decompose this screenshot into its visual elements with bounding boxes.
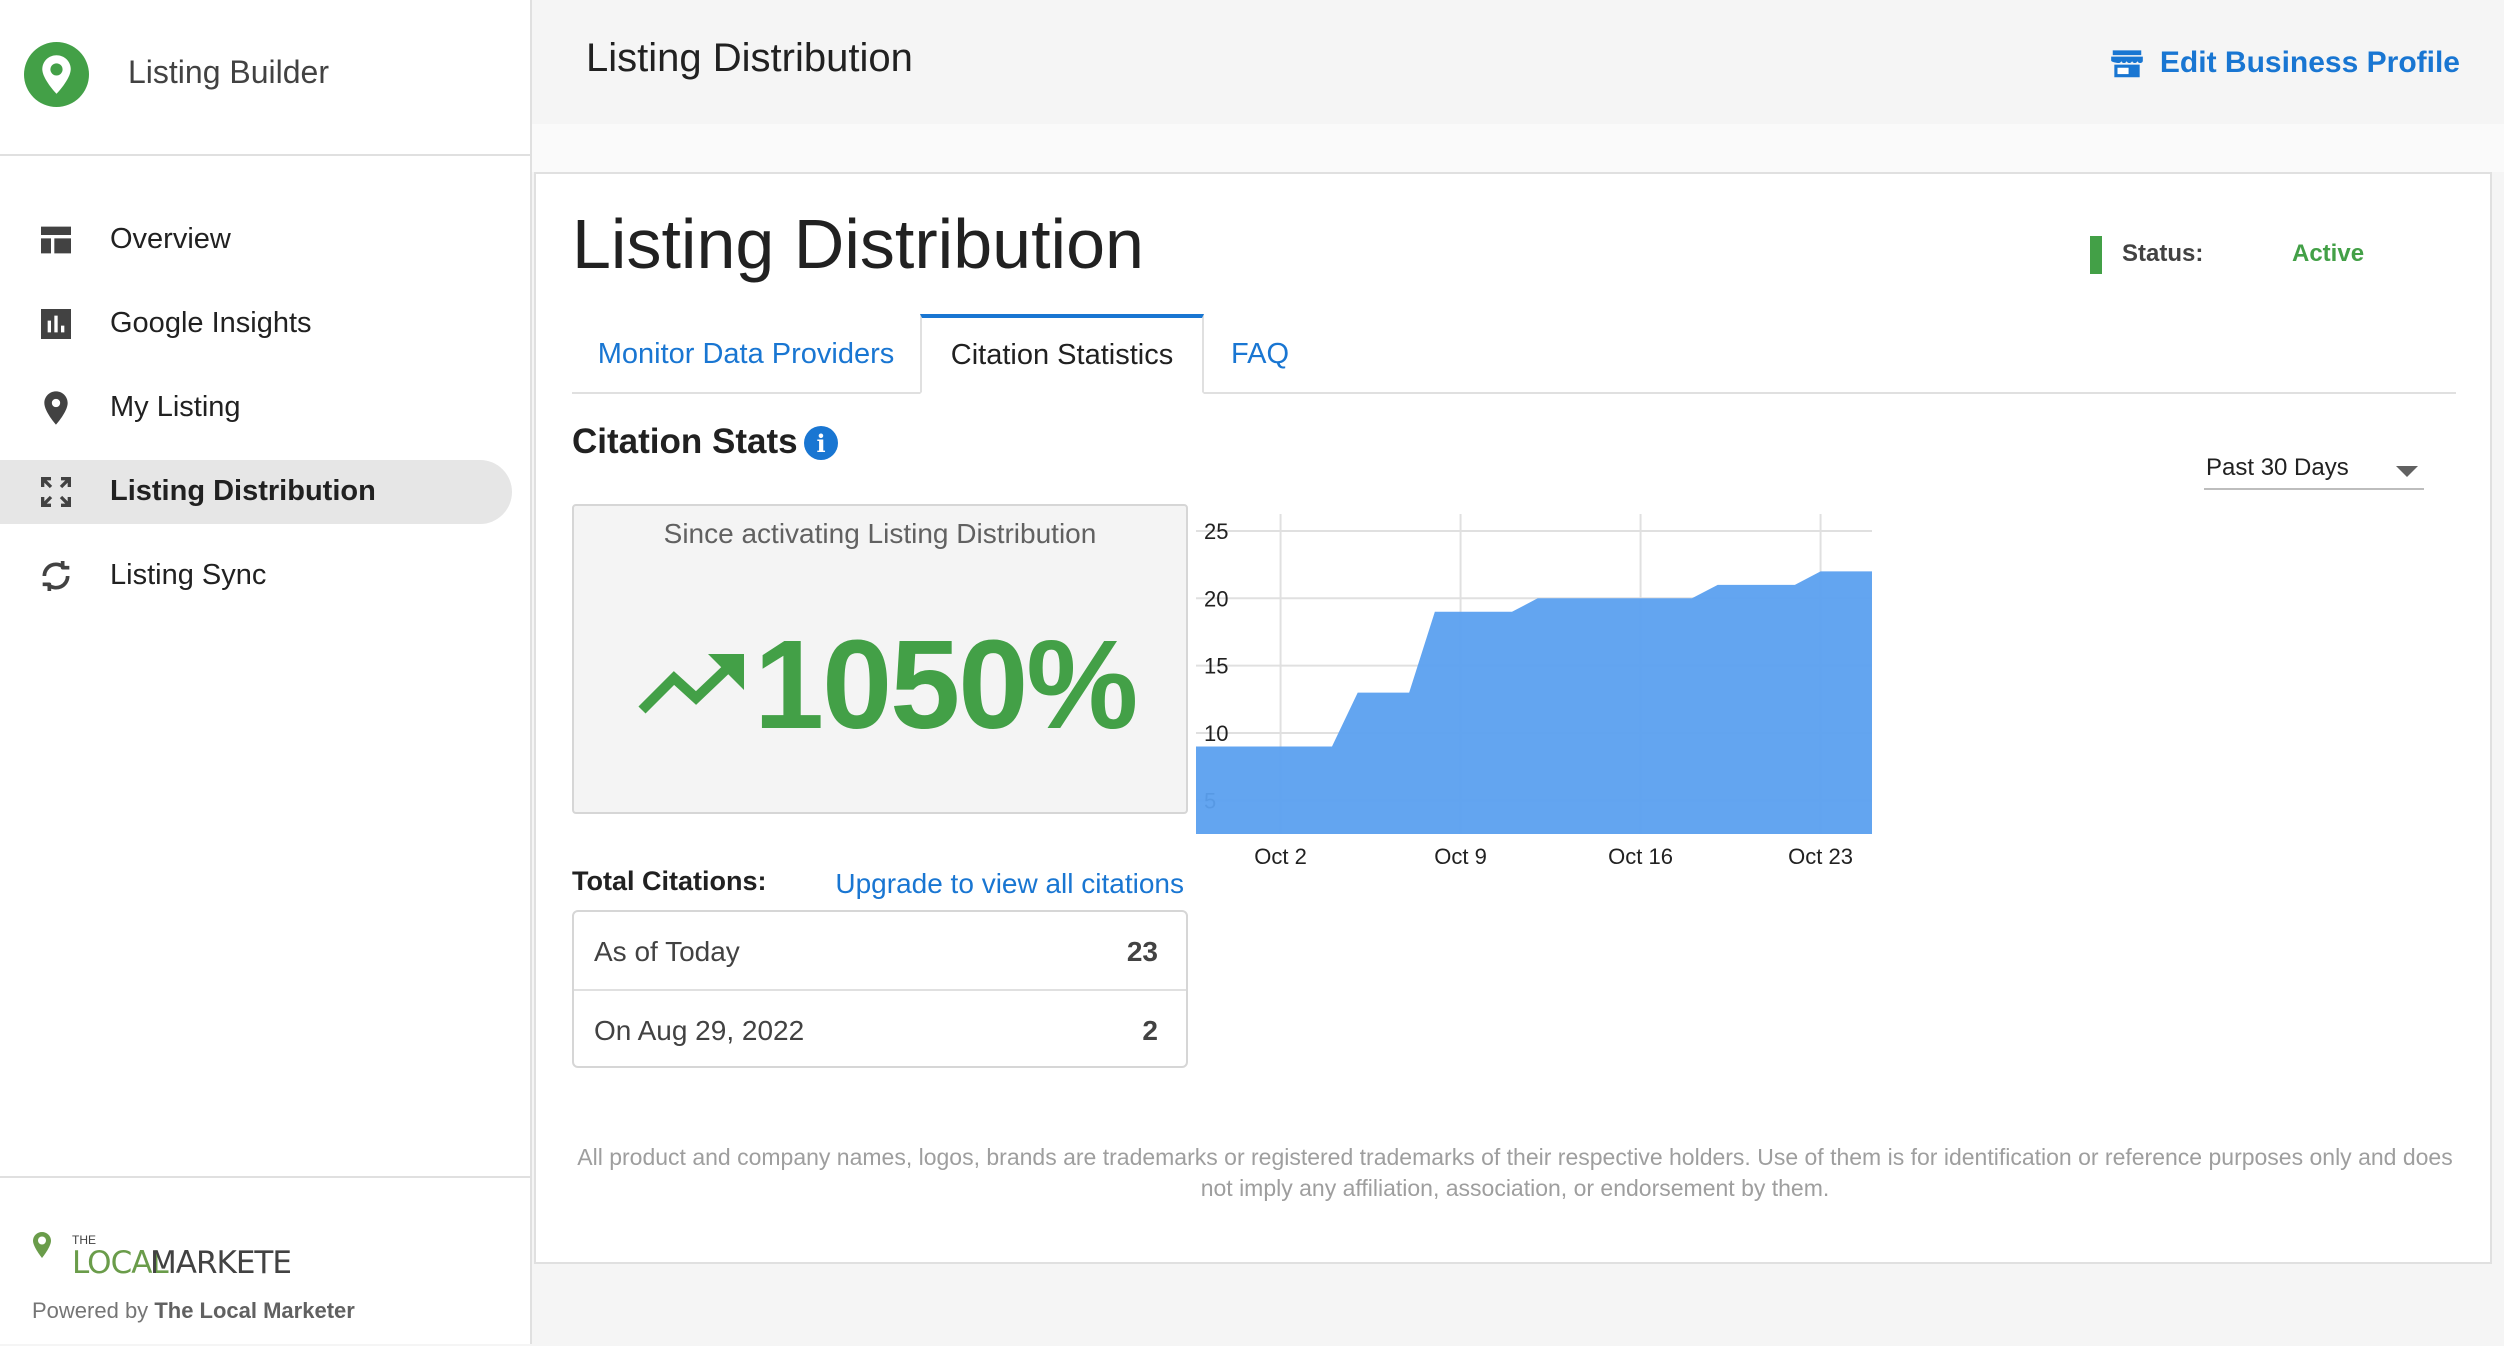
status-label: Status:: [2122, 240, 2203, 268]
local-marketer-logo: THE LOCAL MARKETER: [32, 1228, 292, 1280]
sidebar-item-listing-sync[interactable]: Listing Sync: [0, 544, 512, 608]
chart-x-tick-label: Oct 16: [1608, 844, 1673, 869]
trademark-disclaimer: All product and company names, logos, br…: [572, 1142, 2458, 1204]
dashboard-icon: [36, 220, 76, 260]
app-title: Listing Builder: [128, 54, 329, 91]
citation-stats-heading: Citation Stats: [572, 422, 798, 462]
date-range-select[interactable]: Past 30 Days: [2204, 450, 2424, 490]
powered-by-prefix: Powered by: [32, 1298, 148, 1323]
sidebar-item-label: Listing Distribution: [110, 475, 376, 508]
growth-caption: Since activating Listing Distribution: [574, 518, 1186, 550]
citations-table: As of Today 23 On Aug 29, 2022 2: [572, 910, 1188, 1068]
svg-text:MARKETER: MARKETER: [150, 1245, 292, 1280]
sidebar-item-my-listing[interactable]: My Listing: [0, 376, 512, 440]
sidebar-item-google-insights[interactable]: Google Insights: [0, 292, 512, 356]
card-title: Listing Distribution: [572, 204, 1144, 284]
row-label: As of Today: [594, 936, 740, 968]
location-pin-icon: [36, 388, 76, 428]
powered-by-brand: The Local Marketer: [154, 1298, 355, 1323]
edit-business-profile-link[interactable]: Edit Business Profile: [2108, 40, 2460, 86]
chart-y-tick-label: 10: [1204, 721, 1228, 746]
sidebar-item-label: Listing Sync: [110, 559, 266, 592]
info-icon[interactable]: i: [804, 426, 838, 460]
chart-x-tick-label: Oct 9: [1434, 844, 1487, 869]
tab-citation-statistics[interactable]: Citation Statistics: [920, 314, 1204, 394]
chart-area-series: [1196, 571, 1872, 834]
row-value: 2: [1142, 1015, 1158, 1047]
powered-by-text: Powered by The Local Marketer: [32, 1298, 355, 1324]
storefront-icon: [2108, 44, 2146, 82]
chart-x-tick-label: Oct 2: [1254, 844, 1307, 869]
growth-percentage: 1050%: [754, 612, 1136, 757]
sidebar-item-label: Overview: [110, 223, 231, 256]
page-title: Listing Distribution: [586, 36, 913, 81]
bar-chart-icon: [36, 304, 76, 344]
tab-monitor-data-providers[interactable]: Monitor Data Providers: [572, 314, 920, 392]
row-value: 23: [1127, 936, 1158, 968]
app-header: Listing Builder: [0, 0, 530, 156]
status-indicator: [2090, 236, 2102, 274]
sidebar-item-label: Google Insights: [110, 307, 312, 340]
chart-y-tick-label: 20: [1204, 586, 1228, 611]
status-value: Active: [2292, 240, 2364, 268]
row-label: On Aug 29, 2022: [594, 1015, 804, 1047]
trending-up-icon: [638, 648, 748, 718]
chart-y-tick-label: 15: [1204, 654, 1228, 679]
sidebar: Listing Builder Overview Google Insights…: [0, 0, 532, 1344]
footer-spacer: [532, 1264, 2504, 1344]
table-row: On Aug 29, 2022 2: [574, 989, 1186, 1068]
header-spacer: [532, 124, 2504, 172]
app-logo-icon: [24, 42, 89, 107]
sidebar-item-overview[interactable]: Overview: [0, 208, 512, 272]
upgrade-citations-link[interactable]: Upgrade to view all citations: [835, 868, 1184, 900]
tab-bar: Monitor Data Providers Citation Statisti…: [572, 314, 2456, 394]
edit-business-profile-label: Edit Business Profile: [2160, 46, 2460, 80]
table-row: As of Today 23: [574, 912, 1186, 989]
sync-icon: [36, 556, 76, 596]
growth-summary-box: Since activating Listing Distribution 10…: [572, 504, 1188, 814]
main-card: Listing Distribution Status: Active Moni…: [534, 172, 2492, 1264]
sidebar-footer: THE LOCAL MARKETER Powered by The Local …: [0, 1176, 530, 1346]
chevron-down-icon: [2396, 466, 2418, 477]
chart-y-tick-label: 25: [1204, 519, 1228, 544]
total-citations-label: Total Citations:: [572, 866, 766, 897]
chart-x-tick-label: Oct 23: [1788, 844, 1853, 869]
expand-icon: [36, 472, 76, 512]
top-bar: Listing Distribution Edit Business Profi…: [532, 0, 2504, 124]
sidebar-item-label: My Listing: [110, 391, 241, 424]
sidebar-item-listing-distribution[interactable]: Listing Distribution: [0, 460, 512, 524]
date-range-value: Past 30 Days: [2206, 454, 2349, 482]
tab-faq[interactable]: FAQ: [1204, 314, 1316, 392]
